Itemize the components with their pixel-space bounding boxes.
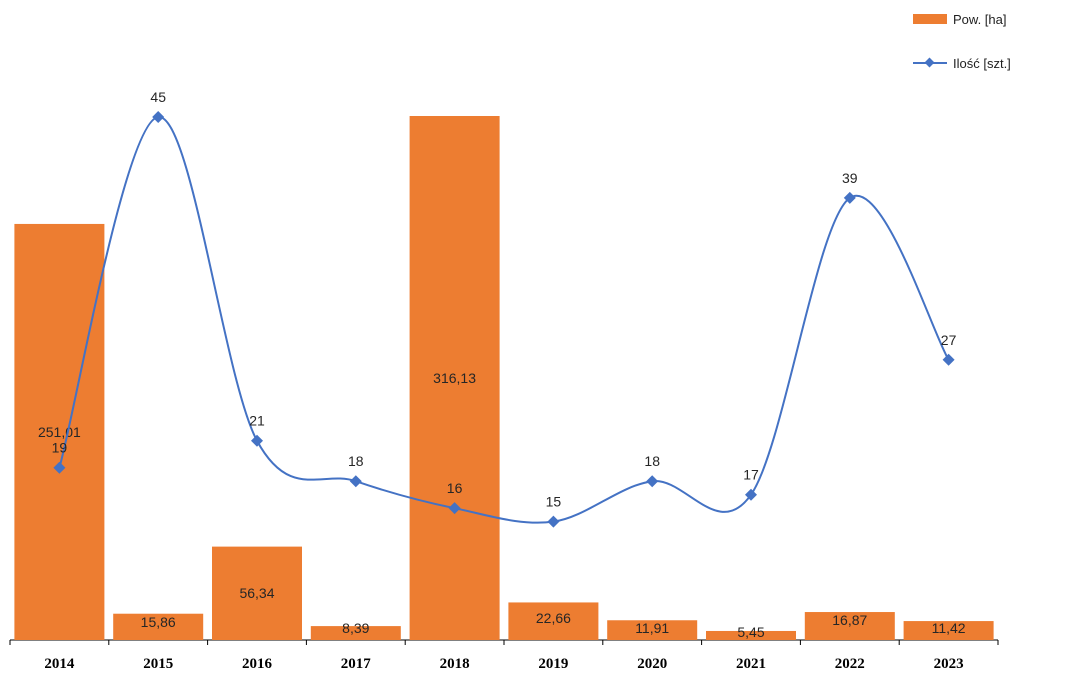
- line-data-label: 45: [150, 89, 166, 105]
- bar-data-label: 11,42: [932, 620, 966, 636]
- line-data-label: 39: [842, 170, 858, 186]
- line-marker-2016: [251, 434, 263, 447]
- x-axis-tick-label: 2021: [736, 656, 766, 672]
- x-axis-tick-label: 2017: [341, 656, 372, 672]
- line-marker-2018: [448, 502, 461, 515]
- x-axis-tick-label: 2015: [143, 656, 173, 672]
- legend-bar-label: Pow. [ha]: [953, 11, 1007, 27]
- line-data-label: 27: [941, 332, 957, 348]
- line-ilosc: [58, 115, 950, 524]
- bar-pow-2017: [310, 626, 401, 640]
- bar-pow-2022: [804, 612, 895, 640]
- bar-data-label: 251,01: [38, 424, 81, 440]
- bar-pow-2023: [903, 621, 994, 640]
- line-marker-2019: [547, 515, 560, 528]
- legend-item-line: Ilość [szt.]: [913, 52, 1063, 74]
- legend-line-label: Ilość [szt.]: [953, 55, 1011, 71]
- line-data-label: 18: [348, 453, 364, 469]
- line-marker-2020: [646, 475, 659, 488]
- bar-pow-2014: [14, 223, 105, 640]
- line-marker-2022: [843, 191, 856, 204]
- bar-data-label: 22,66: [536, 610, 571, 626]
- bar-pow-2019: [508, 602, 599, 640]
- bar-data-label: 56,34: [239, 585, 274, 601]
- legend-line-swatch: [913, 57, 947, 69]
- bar-pow-2015: [113, 613, 204, 640]
- x-axis-tick-label: 2019: [538, 656, 568, 672]
- bar-data-label: 16,87: [832, 612, 867, 628]
- x-axis-tick-label: 2018: [440, 656, 470, 672]
- line-marker-2021: [745, 488, 757, 501]
- bar-data-label: 5,45: [737, 624, 764, 640]
- legend-bar-swatch: [913, 14, 947, 24]
- x-axis-tick-label: 2014: [44, 656, 75, 672]
- line-marker-2014: [53, 461, 66, 474]
- bar-pow-2020: [607, 620, 698, 640]
- bar-pow-2016: [212, 546, 302, 640]
- line-data-label: 19: [52, 440, 68, 456]
- bar-data-label: 11,91: [635, 620, 669, 636]
- bar-data-label: 15,86: [141, 614, 176, 630]
- line-data-label: 17: [743, 467, 759, 483]
- line-marker-2023: [942, 353, 955, 366]
- bar-pow-2018: [409, 116, 500, 640]
- line-marker-2015: [152, 111, 165, 123]
- x-axis-tick-label: 2022: [835, 656, 865, 672]
- line-data-label: 21: [249, 413, 265, 429]
- line-data-label: 15: [546, 494, 562, 510]
- line-data-label: 18: [644, 453, 660, 469]
- line-marker-2017: [349, 475, 362, 488]
- legend: Pow. [ha] Ilość [szt.]: [913, 8, 1063, 96]
- line-data-label: 16: [447, 480, 463, 496]
- x-axis-tick-label: 2020: [637, 656, 667, 672]
- legend-item-bar: Pow. [ha]: [913, 8, 1063, 30]
- bar-data-label: 316,13: [433, 370, 476, 386]
- x-axis-tick-label: 2016: [242, 656, 273, 672]
- x-axis-tick-label: 2023: [934, 656, 964, 672]
- bar-data-label: 8,39: [342, 620, 369, 636]
- bar-pow-2021: [706, 630, 796, 640]
